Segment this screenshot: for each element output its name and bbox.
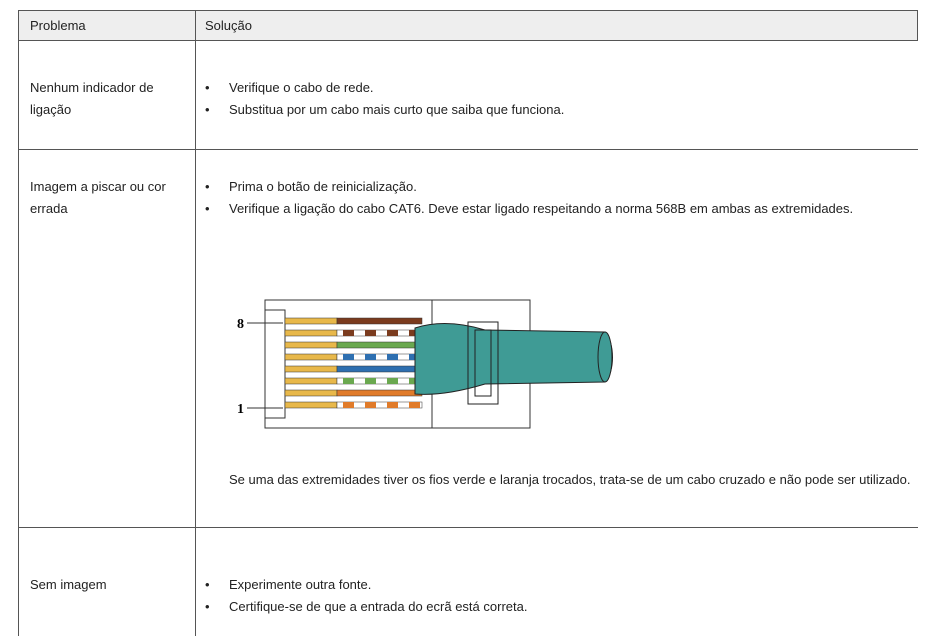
wire (343, 402, 354, 408)
problem: Sem imagem (30, 577, 107, 592)
wire (343, 354, 354, 360)
bullet: Certifique-se de que a entrada do ecrã e… (229, 599, 528, 614)
problem: Imagem a piscar ou cor errada (30, 179, 166, 216)
bullet-dot: • (205, 80, 210, 95)
wire (284, 341, 338, 349)
wire (365, 354, 376, 360)
bullet-dot: • (205, 179, 210, 194)
wire (284, 353, 338, 361)
bullet-dot: • (205, 599, 210, 614)
problem: Nenhum indicador de ligação (30, 80, 154, 117)
bullet: Experimente outra fonte. (229, 577, 372, 592)
rule (18, 10, 918, 11)
rule (18, 527, 918, 528)
wire (284, 329, 338, 337)
header-cell: Problema (30, 18, 86, 33)
wire (336, 341, 423, 349)
wire (387, 330, 398, 336)
wire (387, 354, 398, 360)
wire (365, 378, 376, 384)
rule (917, 10, 918, 41)
wire (365, 402, 376, 408)
wire (365, 330, 376, 336)
wire (284, 365, 338, 373)
bullet: Verifique o cabo de rede. (229, 80, 374, 95)
bullet-dot: • (205, 577, 210, 592)
wire (387, 402, 398, 408)
wire (343, 378, 354, 384)
wire (284, 317, 338, 325)
rj45-illustration: 8 1 (237, 299, 613, 429)
wire (336, 317, 423, 325)
rule (18, 40, 918, 41)
bullet: Verifique a ligação do cabo CAT6. Deve e… (229, 201, 854, 216)
wire (336, 389, 423, 397)
wire (284, 377, 338, 385)
rule (195, 10, 196, 636)
header-cell: Solução (205, 18, 252, 33)
wire (284, 389, 338, 397)
bullet-dot: • (205, 102, 210, 117)
header-bg (18, 10, 918, 40)
note: Se uma das extremidades tiver os fios ve… (229, 472, 911, 487)
pin-label: 8 (237, 317, 244, 332)
rule (18, 10, 19, 636)
bullet: Substitua por um cabo mais curto que sai… (229, 102, 565, 117)
bullet: Prima o botão de reinicialização. (229, 179, 417, 194)
wire (336, 365, 423, 373)
wire (343, 330, 354, 336)
pin-label: 1 (237, 402, 244, 417)
rule (18, 149, 918, 150)
wire (409, 402, 420, 408)
wire (387, 378, 398, 384)
bullet-dot: • (205, 201, 210, 216)
wire (284, 401, 338, 409)
wire (336, 401, 423, 409)
